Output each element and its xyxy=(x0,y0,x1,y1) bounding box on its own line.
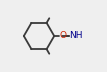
Text: NH: NH xyxy=(70,32,83,40)
Text: O: O xyxy=(59,32,66,40)
